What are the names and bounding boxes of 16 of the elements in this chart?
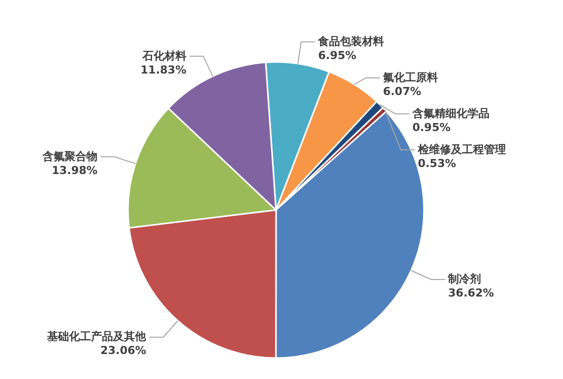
slice-label: 含氟聚合物 xyxy=(42,150,98,163)
data-label: 13.98% xyxy=(52,164,98,177)
slice-label: 氟化工原料 xyxy=(382,70,438,84)
slice-label: 食品包装材料 xyxy=(317,34,384,48)
data-label: 6.95% xyxy=(318,48,356,62)
data-label: 6.07% xyxy=(382,84,422,98)
slice-label: 基础化工产品及其他 xyxy=(46,330,148,344)
slice-label: 含氟精细化学品 xyxy=(411,106,490,120)
slice-label: 检维修及工程管理 xyxy=(416,142,506,156)
slice-label: 石化材料 xyxy=(141,49,186,62)
data-label: 23.06% xyxy=(100,344,146,358)
slice-label: 制冷剂 xyxy=(447,272,482,286)
data-label: 0.95% xyxy=(412,120,451,134)
data-label: 11.83% xyxy=(140,63,186,76)
data-label: 0.53% xyxy=(418,156,456,170)
data-label: 36.62% xyxy=(448,286,494,300)
